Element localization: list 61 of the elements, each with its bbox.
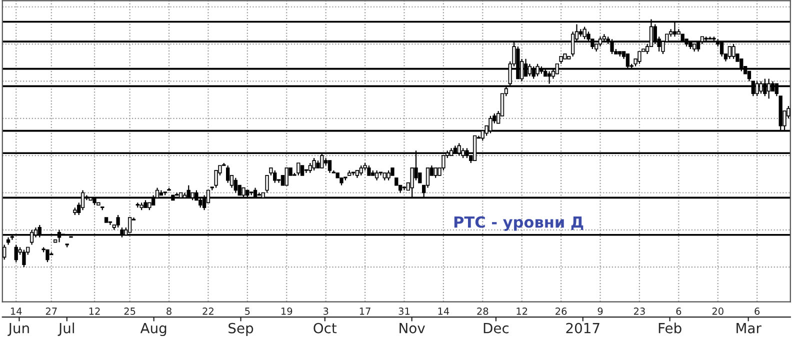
candlestick <box>22 249 26 268</box>
candlestick <box>234 177 238 194</box>
candlestick <box>755 80 759 97</box>
candlestick <box>265 174 269 194</box>
x-tick-label: 25 <box>124 308 136 315</box>
candlestick <box>304 169 308 174</box>
candlestick <box>638 50 642 64</box>
candlestick <box>46 249 50 263</box>
candlestick <box>328 160 332 174</box>
candlestick <box>65 244 69 248</box>
candlestick <box>14 244 18 263</box>
x-tick-label: 28 <box>477 308 488 315</box>
candlestick <box>116 214 120 228</box>
candlestick <box>402 186 406 191</box>
candlestick <box>434 167 438 178</box>
candlestick <box>547 70 552 84</box>
x-tick-label: 14 <box>438 308 450 315</box>
x-tick-label: 12 <box>516 308 528 315</box>
candlestick <box>312 157 316 171</box>
x-tick-label: 5 <box>245 308 250 315</box>
x-tick-label: 20 <box>712 308 724 315</box>
x2-tick-label: Aug <box>140 323 166 336</box>
x2-tick-label: Dec <box>484 323 509 334</box>
x-tick-label: 17 <box>360 308 370 315</box>
candlestick <box>308 162 312 174</box>
candlestick <box>374 170 379 181</box>
x2-tick-label: Nov <box>400 323 425 334</box>
x-tick-label: 14 <box>11 308 22 315</box>
x-tick-label: 19 <box>282 308 292 315</box>
candlestick <box>759 80 763 94</box>
candlestick <box>367 164 371 176</box>
x2-tick-label: Mar <box>736 323 762 334</box>
x-tick-label: 22 <box>202 308 214 315</box>
x2-tick-label: Oct <box>314 322 337 334</box>
x-tick-label: 6 <box>754 308 760 315</box>
x-tick-label: 27 <box>46 308 57 315</box>
candlestick <box>300 165 304 176</box>
x2-tick-label: Sep <box>228 322 254 336</box>
candlestick <box>273 170 277 184</box>
x-tick-label: 12 <box>89 308 100 315</box>
x2-tick-label: Jul <box>58 322 74 336</box>
candlestick <box>359 164 363 176</box>
x-tick-label: 26 <box>556 308 567 315</box>
candlestick <box>226 164 230 184</box>
candlestick <box>351 172 356 176</box>
candlestick <box>2 244 6 260</box>
x2-tick-label: 2017 <box>566 322 600 334</box>
x-tick-label: 9 <box>598 308 603 315</box>
candlestick <box>728 46 732 60</box>
candlestick <box>108 221 112 226</box>
candlestick <box>296 162 300 176</box>
annotation: РТС - уровни Д <box>454 216 584 231</box>
x2-tick-label: Jun <box>8 323 29 336</box>
x-tick-label: 6 <box>676 308 682 315</box>
x2-tick-label: Feb <box>658 322 682 334</box>
candlestick <box>284 168 288 186</box>
x-tick-label: 8 <box>166 308 172 315</box>
x-tick-label: 23 <box>634 308 645 315</box>
x-tick-label: 3 <box>323 308 328 315</box>
x-tick-label: 31 <box>398 308 410 315</box>
candlestick <box>386 170 390 181</box>
